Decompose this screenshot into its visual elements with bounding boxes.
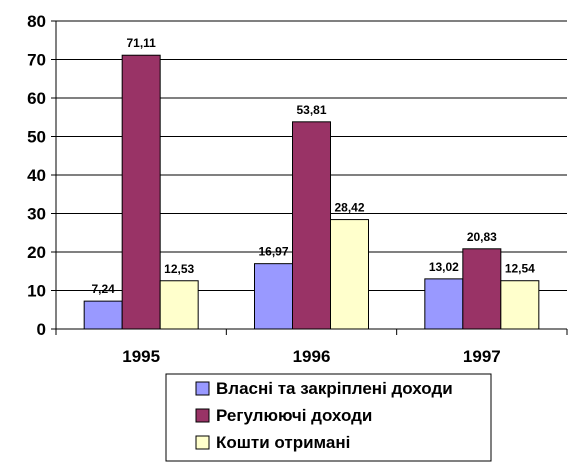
x-axis: 1995 1996 1997 [55,328,568,366]
y-tick-label: 40 [27,166,46,185]
y-tick-label: 20 [27,243,46,262]
data-label: 13,02 [429,260,459,274]
y-tick-label: 50 [27,128,46,147]
data-label: 16,97 [258,245,288,259]
legend-swatch [195,408,210,423]
data-label: 53,81 [296,103,326,117]
y-tick-label: 30 [27,205,46,224]
bar [330,219,369,330]
data-label: 12,53 [164,262,194,276]
y-tick-label: 80 [27,12,46,31]
y-tick-label: 10 [27,282,46,301]
legend-label: Власні та закріплені доходи [216,379,453,398]
legend-box [165,373,492,462]
bar [500,280,540,330]
legend-label: Регулюючі доходи [216,406,372,425]
bar [121,54,161,330]
y-axis: 0 10 20 30 40 50 60 70 80 [27,12,57,339]
y-tick-label: 70 [27,51,46,70]
x-tick-label: 1996 [293,347,331,366]
data-label: 20,83 [467,230,497,244]
bar [462,248,502,330]
data-label: 71,11 [126,36,156,50]
legend-swatch [195,435,210,450]
bar [424,278,464,330]
y-tick-label: 60 [27,89,46,108]
x-tick-label: 1995 [122,347,160,366]
data-label: 28,42 [334,201,364,215]
legend-label: Кошти отримані [216,433,350,452]
legend-swatch [195,381,210,396]
bar [292,121,331,330]
data-label: 7,24 [91,282,115,296]
bars [83,54,540,330]
bar [83,300,123,330]
bar [254,263,293,330]
y-tick-label: 0 [37,320,46,339]
legend: Власні та закріплені доходи Регулюючі дох… [165,373,492,462]
x-tick-label: 1997 [463,347,501,366]
data-labels: 7,24 71,11 12,53 16,97 53,81 28,42 13,02 20,83 1… [91,36,535,296]
bar [159,280,199,330]
data-label: 12,54 [505,262,535,276]
